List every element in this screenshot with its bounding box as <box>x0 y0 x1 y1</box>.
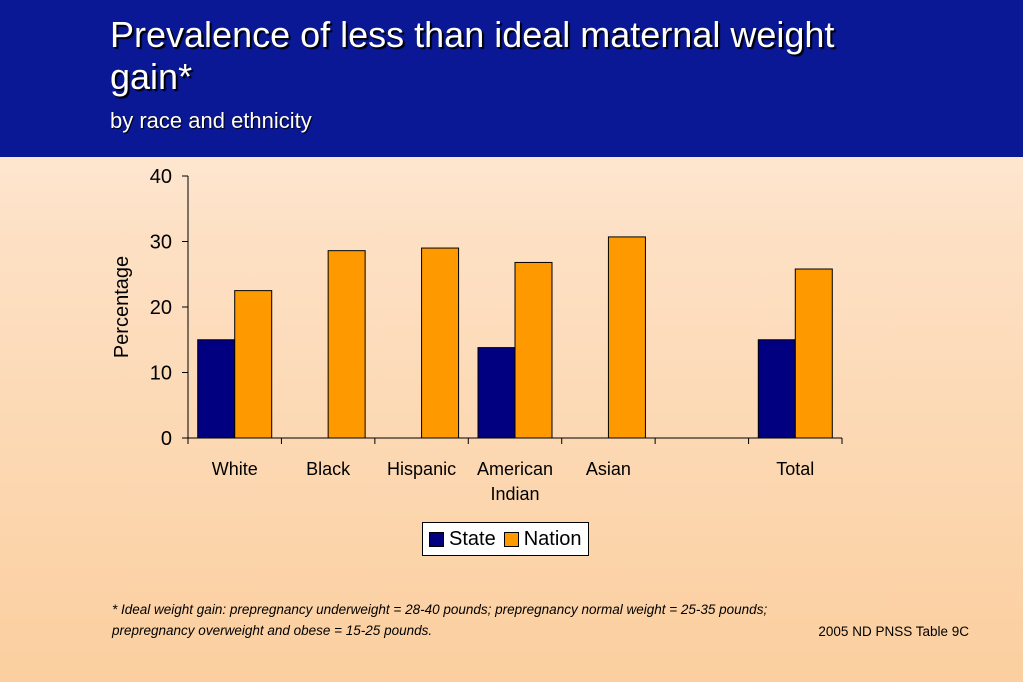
legend-label-nation: Nation <box>523 527 582 550</box>
y-tick-label-40: 40 <box>150 166 172 188</box>
footnote: * Ideal weight gain: prepregnancy underw… <box>112 602 768 638</box>
x-tick-label-black: Black <box>306 459 351 479</box>
bar-nation-hispanic <box>421 247 460 439</box>
bar-chart: 0 10 20 30 40 White Black Hispanic American India… <box>111 166 843 504</box>
y-tick-label-20: 20 <box>150 297 172 319</box>
bar-state-total <box>757 339 796 439</box>
y-axis-title: Percentage <box>111 256 133 358</box>
bar-state-white <box>197 339 236 439</box>
x-tick-label-american-indian: American Indian <box>477 459 553 504</box>
x-tick-label-white: White <box>212 459 258 479</box>
x-tick-label-total: Total <box>776 459 814 479</box>
legend-item-nation: Nation <box>503 527 582 551</box>
y-tick-label-10: 10 <box>150 363 172 385</box>
x-tick-label-hispanic: Hispanic <box>387 459 456 479</box>
bar-nation-asian <box>607 236 646 439</box>
page-subtitle: by race and ethnicity <box>110 108 312 133</box>
page-title: Prevalence of less than ideal maternal w… <box>110 14 835 97</box>
y-tick-label-30: 30 <box>150 232 172 254</box>
source-note: 2005 ND PNSS Table 9C <box>818 624 969 639</box>
bar-nation-white <box>234 290 273 439</box>
bar-state-american-indian <box>477 347 516 439</box>
legend-swatch-nation <box>503 531 519 547</box>
chart-legend: State Nation <box>422 522 589 556</box>
bar-nation-american-indian <box>514 261 553 439</box>
bar-nation-black <box>327 250 366 439</box>
header-banner: Prevalence of less than ideal maternal w… <box>0 0 1023 157</box>
y-tick-label-0: 0 <box>161 428 172 450</box>
legend-item-state: State <box>429 528 496 551</box>
legend-swatch-state <box>429 531 444 547</box>
bar-nation-total <box>794 268 833 439</box>
legend-label-state: State <box>449 527 496 550</box>
x-tick-label-asian: Asian <box>586 459 631 479</box>
